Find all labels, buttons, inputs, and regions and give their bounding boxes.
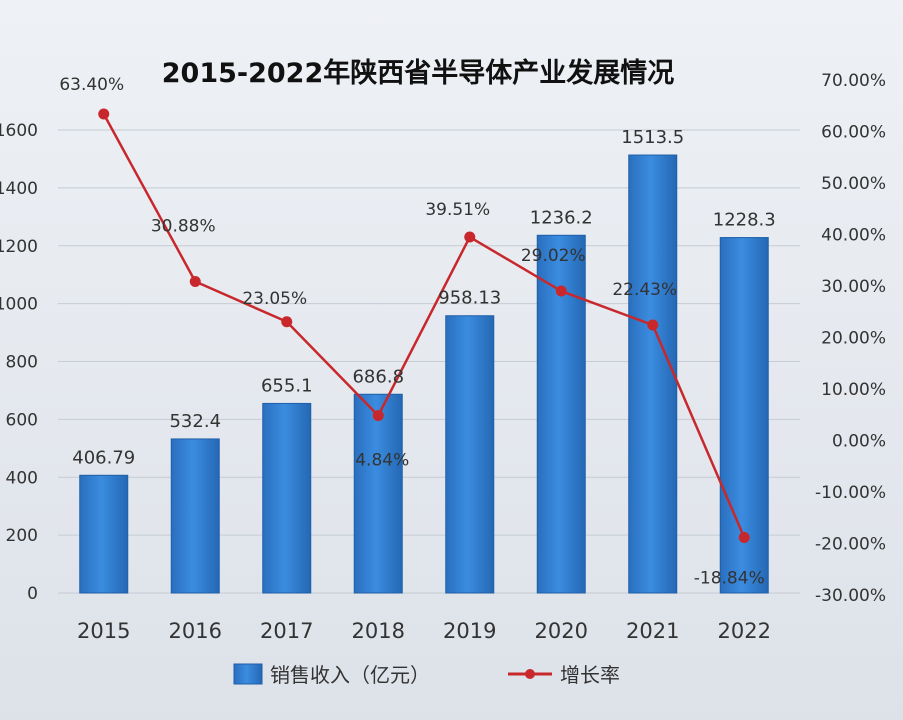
bar-value-label: 958.13	[438, 288, 501, 309]
x-tick-label: 2021	[626, 619, 679, 643]
line-layer	[98, 108, 750, 544]
x-tick-label: 2018	[352, 619, 405, 643]
bar-value-label: 1228.3	[713, 210, 776, 231]
growth-point	[555, 285, 567, 297]
y-left-tick-label: 0	[27, 584, 38, 604]
y-right-tick-label: -10.00%	[815, 483, 886, 503]
growth-rate-label: 30.88%	[151, 216, 216, 236]
growth-rate-label: 29.02%	[521, 246, 586, 266]
bar-value-label: 686.8	[352, 366, 404, 387]
growth-point	[189, 275, 201, 287]
growth-point	[464, 231, 476, 243]
y-right-tick-label: 50.00%	[821, 174, 886, 194]
y-right-tick-label: 10.00%	[821, 380, 886, 400]
y-right-tick-label: -30.00%	[815, 586, 886, 606]
labels-layer: 406.79 532.4 655.1 686.8 958.13 1236.2 1513.5 1…	[59, 75, 775, 589]
x-tick-label: 2016	[169, 619, 222, 643]
y-left-tick-label: 600	[6, 410, 38, 430]
y-left-tick-label: 1200	[0, 237, 38, 257]
y-right-tick-label: 30.00%	[821, 277, 886, 297]
growth-rate-label: 22.43%	[612, 280, 677, 300]
bar	[170, 438, 220, 594]
legend-line-label: 增长率	[560, 663, 620, 687]
axes-layer: 0 200 400 600 800 1000 1200 1400 1600 -30.00% -20.…	[0, 71, 886, 643]
y-left-tick-label: 400	[6, 468, 38, 488]
growth-point	[647, 319, 659, 331]
bar-value-label: 1513.5	[621, 127, 684, 148]
x-tick-label: 2017	[260, 619, 313, 643]
x-tick-label: 2015	[77, 619, 130, 643]
y-right-tick-label: 0.00%	[832, 432, 886, 452]
growth-rate-label: 63.40%	[59, 75, 124, 95]
x-tick-label: 2022	[718, 619, 771, 643]
y-right-tick-label: 60.00%	[821, 123, 886, 143]
y-left-tick-label: 1400	[0, 179, 38, 199]
y-left-tick-label: 200	[6, 526, 38, 546]
bar-value-label: 655.1	[261, 375, 313, 396]
growth-point	[372, 410, 384, 422]
growth-rate-label: 39.51%	[425, 200, 490, 220]
y-left-tick-label: 800	[6, 353, 38, 373]
y-left-tick-label: 1000	[0, 295, 38, 315]
bar-value-label: 532.4	[169, 411, 221, 432]
growth-point	[98, 108, 110, 120]
bars-layer	[79, 154, 769, 594]
bar	[262, 402, 312, 594]
growth-rate-label: 4.84%	[355, 451, 409, 471]
y-right-tick-label: 40.00%	[821, 226, 886, 246]
y-right-tick-label: 20.00%	[821, 329, 886, 349]
growth-point	[738, 532, 750, 544]
bar	[353, 393, 403, 594]
bar	[628, 154, 678, 594]
bar	[79, 474, 129, 594]
growth-rate-label: 23.05%	[242, 289, 307, 309]
legend: 销售收入（亿元） 增长率	[233, 663, 620, 687]
legend-line-marker	[525, 669, 535, 679]
x-tick-label: 2019	[443, 619, 496, 643]
growth-rate-label: -18.84%	[694, 569, 765, 589]
growth-line	[102, 113, 746, 539]
legend-bar-swatch	[233, 663, 263, 685]
y-right-tick-label: -20.00%	[815, 535, 886, 555]
x-tick-label: 2020	[535, 619, 588, 643]
legend-bar-label: 销售收入（亿元）	[270, 663, 430, 687]
bar-value-label: 1236.2	[530, 207, 593, 228]
chart-title: 2015-2022年陕西省半导体产业发展情况	[162, 57, 675, 89]
growth-point	[281, 316, 293, 328]
bar	[445, 315, 495, 594]
y-right-tick-label: 70.00%	[821, 71, 886, 91]
y-left-tick-label: 1600	[0, 121, 38, 141]
bar-value-label: 406.79	[72, 447, 135, 468]
